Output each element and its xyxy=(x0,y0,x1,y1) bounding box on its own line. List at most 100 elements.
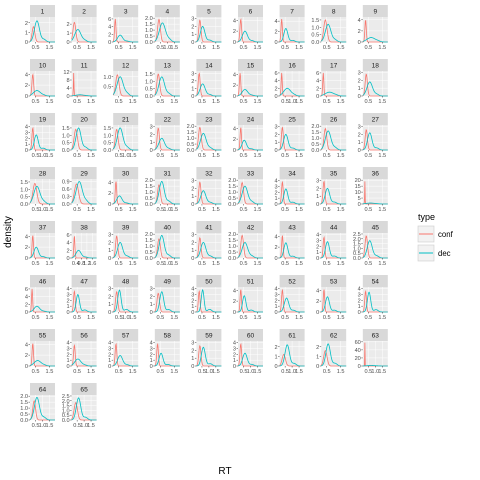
y-tick-label: 0 xyxy=(191,40,194,46)
x-tick-label: 0.5 xyxy=(115,315,123,321)
y-tick-label: 0.0 xyxy=(353,256,361,262)
facet-strip xyxy=(154,167,180,179)
density-line-dec xyxy=(279,297,305,313)
facet-panel-bg xyxy=(362,125,388,150)
y-tick-label: 0.0 xyxy=(311,148,319,154)
y-tick-label: 2 xyxy=(25,83,28,89)
facet-panel-bg xyxy=(154,287,180,312)
facet-strip-label: 46 xyxy=(39,278,47,285)
y-tick-label: 1 xyxy=(233,358,236,364)
x-tick-label: 1.0 xyxy=(163,45,171,51)
facet-strip xyxy=(196,5,222,17)
facet-strip-label: 36 xyxy=(372,170,380,177)
y-tick-label: 4 xyxy=(25,234,28,240)
facet-strip xyxy=(362,5,388,17)
y-tick-label: 2 xyxy=(108,240,111,246)
y-tick-label: 1 xyxy=(191,248,194,254)
y-tick-label: 40 xyxy=(355,348,361,354)
y-tick-label: 1.5 xyxy=(187,130,195,136)
facet-strip-label: 50 xyxy=(205,278,213,285)
facet-strip-label: 34 xyxy=(288,170,296,177)
x-tick-label: 1.5 xyxy=(378,315,386,321)
facet-48: 48 0 1 23 0.5 1.0 1.5 xyxy=(108,275,139,321)
legend-label-dec: dec xyxy=(438,249,451,258)
density-line-dec xyxy=(362,364,388,367)
x-tick-label: 1.5 xyxy=(170,261,178,267)
facet-strip-label: 45 xyxy=(372,224,380,231)
facet-strip xyxy=(279,113,305,125)
facet-strip xyxy=(196,113,222,125)
y-tick-label: 1.5 xyxy=(353,242,361,248)
x-tick-label: 0.5 xyxy=(73,207,81,213)
x-tick-label: 0.5 xyxy=(240,153,248,159)
x-tick-label: 1.5 xyxy=(295,45,303,51)
y-tick-label: 0 xyxy=(108,364,111,370)
x-tick-label: 0.5 xyxy=(323,153,331,159)
density-line-dec xyxy=(237,185,263,205)
x-tick-label: 1.5 xyxy=(46,99,54,105)
facet-strip xyxy=(30,5,55,17)
density-line-dec xyxy=(154,352,180,367)
y-tick-label: 2 xyxy=(274,30,277,36)
facet-22: 22 0 1 23 0.5 1.5 xyxy=(150,113,180,159)
facet-53: 53 0 2 4 0.5 1.5 xyxy=(316,275,347,321)
y-tick-label: 2 xyxy=(108,32,111,38)
y-tick-label: 2 xyxy=(108,294,111,300)
facet-17: 17 0 24 6 0.5 1.5 xyxy=(316,59,347,105)
facet-strip-label: 59 xyxy=(205,332,213,339)
facet-strip-label: 26 xyxy=(330,116,338,123)
density-line-dec xyxy=(237,295,263,313)
y-tick-label: 0.5 xyxy=(228,250,236,256)
facet-panel-bg xyxy=(321,341,347,366)
x-tick-label: 0.5 xyxy=(156,261,164,267)
y-tick-label: 4 xyxy=(66,287,69,293)
x-tick-label: 0.5 xyxy=(73,153,81,159)
x-tick-label: 1.5 xyxy=(337,261,345,267)
y-tick-label: 3 xyxy=(274,125,277,131)
facet-strip xyxy=(279,5,305,17)
x-tick-label: 1.5 xyxy=(129,99,137,105)
y-tick-label: 3 xyxy=(274,293,277,299)
x-tick-label: 0.5 xyxy=(156,45,164,51)
facet-strip xyxy=(113,5,139,17)
facet-strip-label: 37 xyxy=(39,224,47,231)
x-tick-label: 1.5 xyxy=(46,153,54,159)
y-tick-label: 3 xyxy=(358,125,361,131)
facet-strip-label: 10 xyxy=(39,62,47,69)
y-tick-label: 2 xyxy=(233,352,236,358)
y-tick-label: 0.5 xyxy=(62,413,70,419)
y-tick-label: 4 xyxy=(66,341,69,347)
y-tick-label: 1.5 xyxy=(20,180,28,186)
facet-14: 14 0 12 3 0.5 1.5 xyxy=(191,59,222,105)
y-tick-label: 0 xyxy=(274,256,277,262)
y-tick-label: 0 xyxy=(358,202,361,208)
legend-item-dec: dec xyxy=(417,244,451,262)
y-tick-label: 2 xyxy=(358,132,361,138)
density-line-dec xyxy=(279,27,305,43)
facet-strip-label: 22 xyxy=(164,116,172,123)
facet-strip-label: 48 xyxy=(122,278,130,285)
y-tick-label: 1.0 xyxy=(103,133,111,139)
facet-45: 450.00.51.01.52.02.50.5 1.5 xyxy=(353,221,388,267)
facet-panel-bg xyxy=(71,179,97,204)
x-tick-label: 0.4 xyxy=(72,261,80,267)
facet-strip xyxy=(238,329,263,341)
y-tick-label: 4 xyxy=(108,341,111,347)
x-tick-label: 0.5 xyxy=(115,99,123,105)
x-tick-label: 1.5 xyxy=(170,99,178,105)
x-tick-label: 1.0 xyxy=(39,153,47,159)
y-tick-label: 0.0 xyxy=(103,148,111,154)
facet-strip-label: 61 xyxy=(288,332,296,339)
facet-strip-label: 6 xyxy=(249,8,253,15)
y-tick-label: 20 xyxy=(355,356,361,362)
y-tick-label: 0.0 xyxy=(145,40,153,46)
y-tick-label: 1 xyxy=(274,354,277,360)
y-tick-label: 2.0 xyxy=(187,124,195,130)
y-tick-label: 2.5 xyxy=(62,394,70,400)
x-tick-label: 1.5 xyxy=(129,369,137,375)
facet-32: 32 0 1 23 0.5 1.5 xyxy=(191,167,222,213)
y-tick-label: 0 xyxy=(25,148,28,154)
y-tick-label: 1 xyxy=(150,358,153,364)
